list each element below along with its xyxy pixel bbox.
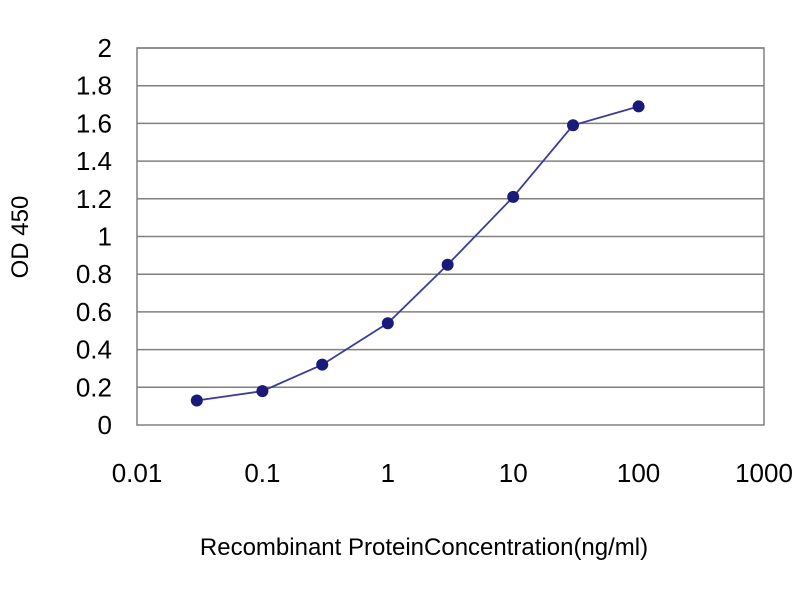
- data-point: [567, 119, 580, 132]
- data-point: [190, 394, 203, 407]
- y-tick-label: 2: [98, 33, 112, 63]
- y-tick-label: 1.8: [76, 71, 112, 101]
- y-tick-label: 0: [98, 410, 112, 440]
- data-point: [632, 100, 645, 113]
- y-axis-tick-labels: 0 0.2 0.4 0.6 0.8 1 1.2 1.4 1.6 1.8 2: [76, 33, 112, 440]
- y-tick-label: 1.4: [76, 146, 112, 176]
- y-tick-label: 0.4: [76, 335, 112, 365]
- data-point: [256, 385, 269, 398]
- x-tick-label: 1: [381, 458, 395, 488]
- series-line-group: [196, 105, 639, 402]
- x-tick-label: 10: [499, 458, 528, 488]
- y-tick-label: 0.6: [76, 297, 112, 327]
- data-point: [381, 317, 394, 330]
- y-tick-label: 0.2: [76, 372, 112, 402]
- y-tick-label: 1.2: [76, 184, 112, 214]
- x-tick-label: 0.1: [244, 458, 280, 488]
- x-tick-label: 1000: [735, 458, 793, 488]
- series-line: [196, 105, 639, 402]
- x-tick-label: 0.01: [112, 458, 163, 488]
- y-tick-label: 1.6: [76, 108, 112, 138]
- data-point: [316, 358, 329, 371]
- series-points-group: [190, 100, 645, 407]
- gridlines: [137, 47, 764, 389]
- x-axis-tick-labels: 0.01 0.1 1 10 100 1000: [112, 458, 793, 488]
- x-axis-title: Recombinant ProteinConcentration(ng/ml): [200, 534, 648, 561]
- y-axis-title: OD 450: [7, 196, 34, 279]
- y-tick-label: 1: [98, 222, 112, 252]
- data-point: [507, 190, 520, 203]
- y-tick-label: 0.8: [76, 259, 112, 289]
- data-point: [441, 258, 454, 271]
- x-tick-label: 100: [617, 458, 660, 488]
